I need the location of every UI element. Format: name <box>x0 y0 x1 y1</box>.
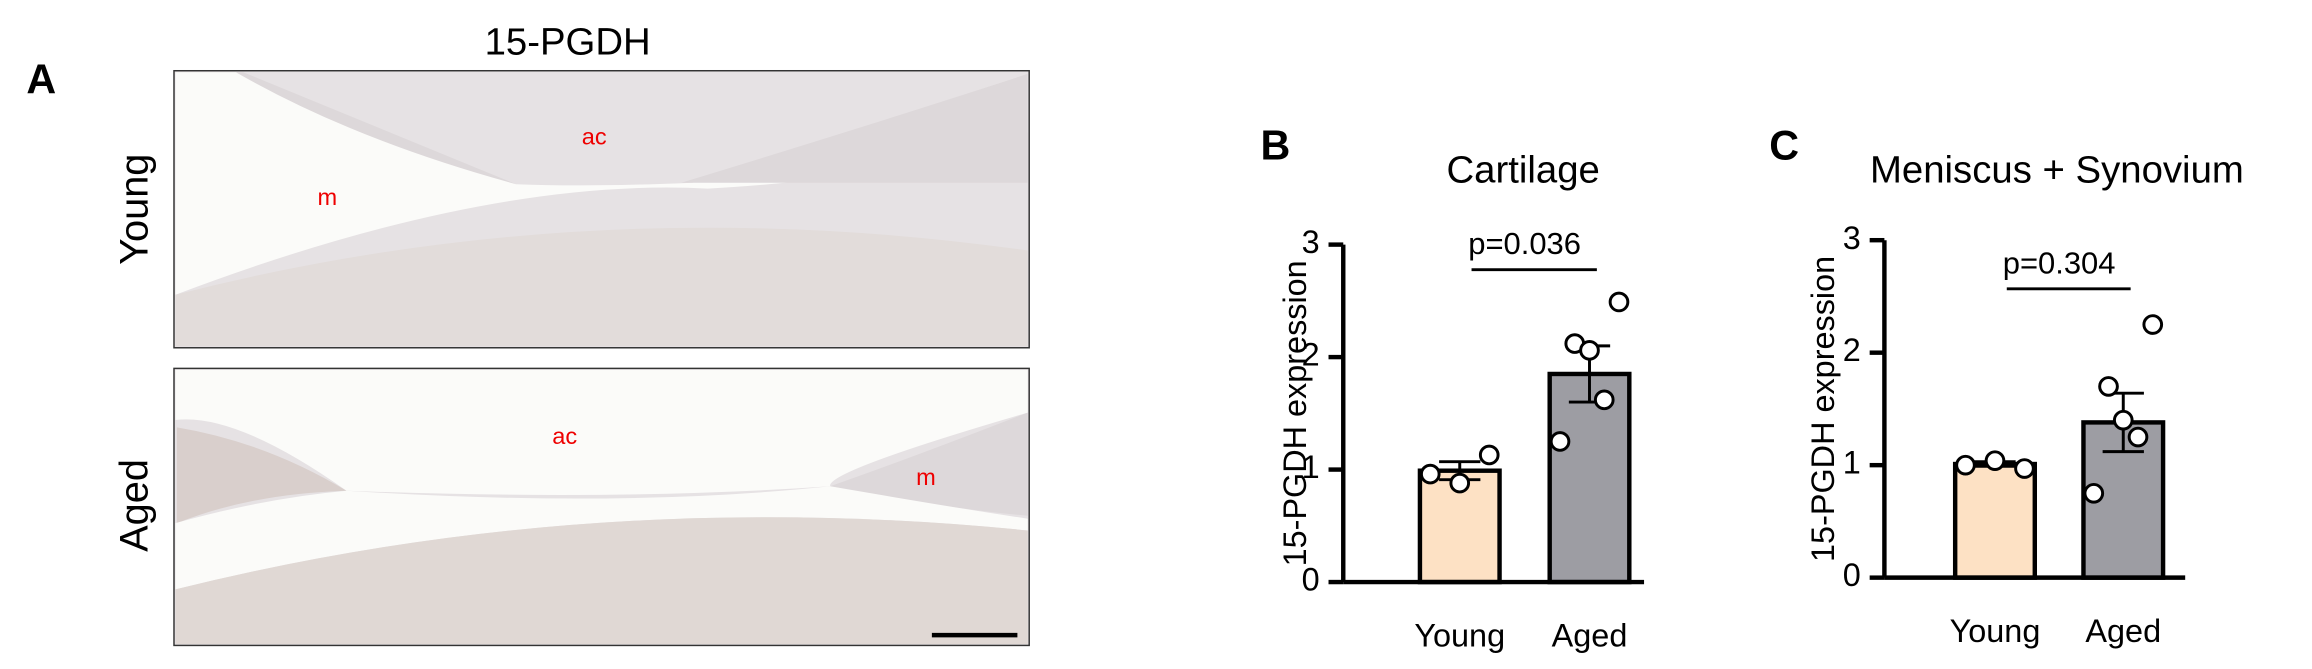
x-tick-label: Aged <box>2085 613 2161 649</box>
data-point <box>1449 472 1471 494</box>
y-tick-label: 2 <box>1843 332 1861 368</box>
chart-title: Cartilage <box>1446 149 1599 192</box>
data-point <box>2127 426 2149 448</box>
data-point <box>1955 454 1976 476</box>
data-point <box>1579 340 1600 361</box>
data-point <box>2142 314 2164 335</box>
y-axis-label: 15-PGDH expression <box>1805 256 1841 562</box>
data-point <box>2083 482 2105 504</box>
data-point <box>2112 409 2134 431</box>
panel-title: 15-PGDH <box>485 20 651 63</box>
chart-title: Meniscus + Synovium <box>1870 149 2244 192</box>
data-point <box>2014 458 2035 479</box>
data-point <box>1608 291 1630 313</box>
panel-letter: A <box>26 56 56 102</box>
tissue-label: ac <box>582 124 607 150</box>
p-value: p=0.304 <box>2003 245 2116 280</box>
tissue-label: m <box>916 464 936 490</box>
x-tick-label: Aged <box>1552 618 1628 654</box>
row-label: Young <box>113 154 157 265</box>
data-point <box>1549 431 1571 452</box>
data-point <box>1593 389 1615 411</box>
y-axis-label: 15-PGDH expression <box>1277 260 1313 566</box>
micrograph-young: ac m <box>173 69 1030 349</box>
y-tick-label: 0 <box>1843 557 1861 593</box>
panel-letter: B <box>1261 123 1291 169</box>
data-point <box>1478 444 1500 466</box>
data-point <box>1984 450 2006 471</box>
panel-letter: C <box>1769 123 1799 169</box>
tissue-label: ac <box>552 423 577 449</box>
y-tick-label: 3 <box>1843 220 1861 256</box>
y-tick-label: 2 <box>1302 337 1320 373</box>
bar <box>1547 371 1632 585</box>
tissue-label: m <box>318 184 338 210</box>
x-tick-label: Young <box>1414 618 1505 654</box>
row-label: Aged <box>113 459 157 552</box>
x-tick-label: Young <box>1950 613 2041 649</box>
p-value: p=0.036 <box>1468 226 1581 261</box>
y-tick-label: 1 <box>1302 449 1320 485</box>
micrograph-aged: ac m <box>173 367 1030 647</box>
data-point <box>2098 376 2119 397</box>
y-tick-label: 3 <box>1302 224 1320 260</box>
y-tick-label: 1 <box>1843 445 1861 481</box>
bar <box>1952 461 2038 580</box>
y-tick-label: 0 <box>1302 562 1320 598</box>
data-point <box>1419 463 1441 485</box>
